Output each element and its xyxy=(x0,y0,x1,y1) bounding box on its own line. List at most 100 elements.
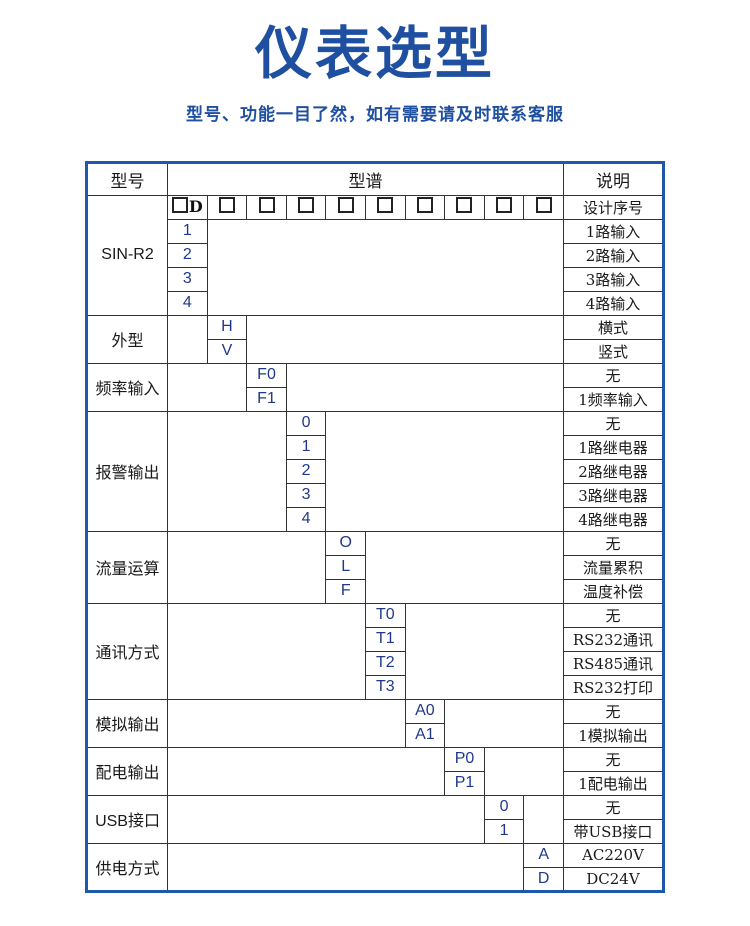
desc-cell: 无 xyxy=(562,410,664,436)
code-cell: F0 xyxy=(246,362,287,388)
code-cell: P1 xyxy=(444,770,485,796)
code-cell: P0 xyxy=(444,746,485,772)
code-cell: H xyxy=(206,314,248,340)
checkbox-icon xyxy=(218,197,235,214)
code-cell: 4 xyxy=(167,290,208,316)
table-row: T2 RS485通讯 xyxy=(87,650,664,676)
desc-cell: 1路继电器 xyxy=(562,434,664,460)
table-row: 4 4路继电器 xyxy=(87,506,664,532)
section-label: 外型 xyxy=(86,314,169,364)
desc-cell: 无 xyxy=(562,698,664,724)
table-row: 通讯方式 T0 无 xyxy=(86,602,664,700)
desc-cell: RS485通讯 xyxy=(562,650,664,676)
filler-cell xyxy=(167,842,524,892)
desc-cell: AC220V xyxy=(562,842,664,868)
code-cell: F1 xyxy=(246,386,287,412)
filler-cell xyxy=(207,218,564,316)
desc-cell: 3路继电器 xyxy=(562,482,664,508)
series-checkbox-cell xyxy=(285,194,327,220)
table-row: USB接口 0 无 xyxy=(86,794,664,844)
table-header-row: 型号 型谱 说明 xyxy=(86,162,664,196)
checkbox-icon xyxy=(171,197,188,214)
code-cell: 0 xyxy=(483,794,525,820)
filler-cell xyxy=(167,602,366,700)
section-label: 频率输入 xyxy=(86,362,169,412)
series-checkbox-cell xyxy=(404,194,446,220)
checkbox-icon xyxy=(416,197,433,214)
filler-cell xyxy=(484,746,564,796)
table-row: T1 RS232通讯 xyxy=(87,626,664,652)
checkbox-icon xyxy=(496,197,513,214)
desc-cell: 1模拟输出 xyxy=(562,722,664,748)
code-cell: 2 xyxy=(167,242,208,268)
desc-cell: 带USB接口 xyxy=(562,818,664,844)
desc-cell: 无 xyxy=(562,362,664,388)
code-cell: V xyxy=(206,338,248,364)
desc-cell: 1路输入 xyxy=(562,218,664,244)
code-cell: 3 xyxy=(167,266,208,292)
series-desc-cell: 设计序号 xyxy=(562,194,664,220)
series-checkbox-cell xyxy=(325,194,366,220)
table-row: D DC24V xyxy=(87,866,664,892)
series-row: SIN-R2 D 设计序号 xyxy=(86,194,664,316)
checkbox-icon xyxy=(258,197,275,214)
code-cell: 1 xyxy=(285,434,327,460)
table-row: T3 RS232打印 xyxy=(87,674,664,700)
section-label: 配电输出 xyxy=(86,746,169,796)
filler-cell xyxy=(286,362,564,412)
series-checkbox-cell xyxy=(365,194,406,220)
desc-cell: 3路输入 xyxy=(562,266,664,292)
table-row: 模拟输出 A0 无 xyxy=(86,698,664,748)
code-cell: 3 xyxy=(285,482,327,508)
section-label: 供电方式 xyxy=(86,842,169,892)
desc-cell: 竖式 xyxy=(562,338,664,364)
series-checkbox-cell xyxy=(444,194,485,220)
filler-cell xyxy=(167,530,326,604)
code-cell: 2 xyxy=(285,458,327,484)
desc-cell: 温度补偿 xyxy=(562,578,664,604)
series-checkbox-cell: D xyxy=(167,194,208,220)
series-checkbox-cell xyxy=(483,194,525,220)
filler-cell xyxy=(167,410,287,532)
filler-cell xyxy=(167,794,485,844)
table-row: L 流量累积 xyxy=(87,554,664,580)
code-cell: T2 xyxy=(365,650,406,676)
table-row: 报警输出 0 无 xyxy=(86,410,664,532)
checkbox-icon xyxy=(456,197,473,214)
code-cell: A1 xyxy=(404,722,446,748)
table-row: 1 1路输入 xyxy=(87,218,664,316)
desc-cell: 2路继电器 xyxy=(562,458,664,484)
checkbox-icon xyxy=(298,197,315,214)
header-model-cell: 型号 xyxy=(86,162,169,196)
code-cell: D xyxy=(523,866,564,892)
table-row: A1 1模拟输出 xyxy=(87,722,664,748)
table-row: 供电方式 A AC220V xyxy=(86,842,664,892)
filler-cell xyxy=(365,530,564,604)
desc-cell: 无 xyxy=(562,530,664,556)
filler-cell xyxy=(167,314,208,364)
section-label-model: SIN-R2 xyxy=(86,194,169,316)
desc-cell: 4路输入 xyxy=(562,290,664,316)
table-row: 流量运算 O 无 xyxy=(86,530,664,604)
filler-cell xyxy=(523,794,564,844)
code-cell: L xyxy=(325,554,366,580)
desc-cell: 1频率输入 xyxy=(562,386,664,412)
code-cell: T1 xyxy=(365,626,406,652)
series-checkbox-cell xyxy=(206,194,248,220)
desc-cell: 4路继电器 xyxy=(562,506,664,532)
code-cell: A xyxy=(523,842,564,868)
filler-cell xyxy=(246,314,564,364)
code-cell: F xyxy=(325,578,366,604)
filler-cell xyxy=(325,410,564,532)
series-checkbox-cell xyxy=(246,194,287,220)
filler-cell xyxy=(167,746,445,796)
desc-cell: DC24V xyxy=(562,866,664,892)
table-row: 频率输入 F0 无 xyxy=(86,362,664,412)
filler-cell xyxy=(167,362,247,412)
filler-cell xyxy=(405,602,564,700)
code-cell: 1 xyxy=(483,818,525,844)
checkbox-icon xyxy=(337,197,354,214)
series-checkbox-cell xyxy=(523,194,564,220)
table-row: 2 2路继电器 xyxy=(87,458,664,484)
table-row: F 温度补偿 xyxy=(87,578,664,604)
